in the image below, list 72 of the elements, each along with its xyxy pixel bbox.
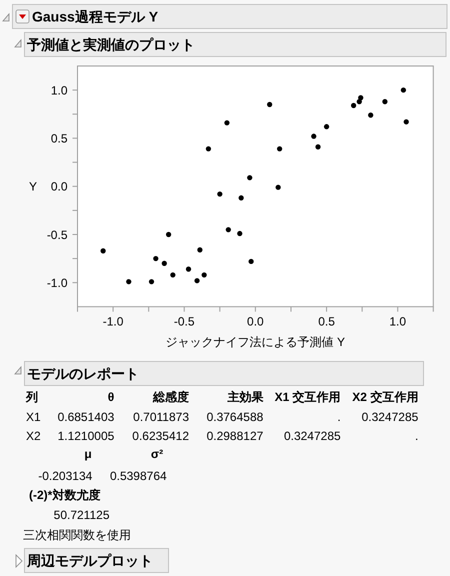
chart-title: Gauss過程モデル Y: [32, 8, 159, 25]
point: [166, 232, 172, 238]
text: σ²: [150, 447, 164, 461]
text: (-2)*対数尤度: [29, 488, 100, 502]
point: [276, 146, 282, 152]
text: 総感度: [152, 390, 189, 404]
text: 0.3247285: [362, 410, 419, 424]
text: μ: [84, 447, 92, 461]
point: [237, 230, 242, 236]
text: X1: [26, 410, 42, 424]
text: .: [414, 429, 418, 443]
y-tick-label: -1.0: [46, 276, 68, 290]
text: 1.1210005: [58, 429, 115, 443]
text: 0.3247285: [284, 429, 342, 443]
point: [247, 175, 252, 180]
x-tick-label: -0.5: [174, 314, 195, 329]
x-tick-label: -1.0: [102, 314, 124, 329]
text: 列: [25, 390, 38, 404]
y-axis-title: Y: [28, 180, 38, 194]
text: 主効果: [226, 390, 264, 404]
x-axis-title: ジャックナイフ法による予測値 Y: [166, 335, 346, 349]
point: [226, 227, 231, 232]
text: X2: [26, 429, 42, 443]
text: 0.6235412: [132, 429, 190, 443]
chart-subtitle: 予測値と実測値のプロット: [26, 36, 195, 53]
text: 0.7011873: [133, 410, 190, 424]
point: [276, 184, 281, 190]
x-tick-label: 0.5: [318, 314, 336, 329]
text: モデルのレポート: [27, 366, 139, 382]
point: [162, 260, 167, 266]
text: 周辺モデルプロット: [26, 552, 153, 569]
point: [311, 134, 316, 139]
point: [126, 279, 132, 284]
point: [351, 102, 356, 108]
text: .: [337, 410, 341, 424]
point: [224, 120, 230, 126]
x-tick-label: 1.0: [389, 314, 406, 329]
text: X1 交互作用: [274, 390, 341, 404]
y-tick-label: 0.5: [50, 132, 68, 146]
point: [238, 195, 244, 201]
point: [186, 266, 192, 272]
point: [324, 124, 330, 130]
text: 50.721125: [54, 508, 110, 522]
y-tick-label: 1.0: [50, 83, 68, 98]
point: [267, 102, 272, 108]
point: [194, 278, 200, 284]
point: [100, 248, 106, 254]
text: X2 交互作用: [352, 390, 418, 404]
point: [170, 272, 176, 278]
text: 0.2988127: [206, 429, 264, 443]
point: [148, 279, 154, 284]
point: [197, 247, 202, 252]
y-tick-label: 0.0: [50, 180, 68, 194]
point: [368, 112, 374, 118]
x-tick-label: 0.0: [247, 314, 264, 329]
text: 三次相関関数を使用: [23, 528, 131, 542]
text: θ: [108, 390, 114, 404]
point: [206, 146, 212, 152]
point: [315, 144, 321, 150]
point: [382, 99, 388, 104]
point: [202, 272, 207, 278]
text: 0.3764588: [206, 410, 264, 424]
point: [404, 119, 409, 124]
point: [153, 256, 158, 262]
text: -0.203134: [38, 469, 93, 483]
text: 0.5398764: [110, 469, 168, 483]
point: [248, 258, 254, 264]
point: [358, 95, 364, 100]
point: [400, 87, 406, 93]
text: 0.6851403: [58, 410, 115, 424]
y-tick-label: -0.5: [46, 228, 68, 242]
point: [217, 191, 222, 197]
